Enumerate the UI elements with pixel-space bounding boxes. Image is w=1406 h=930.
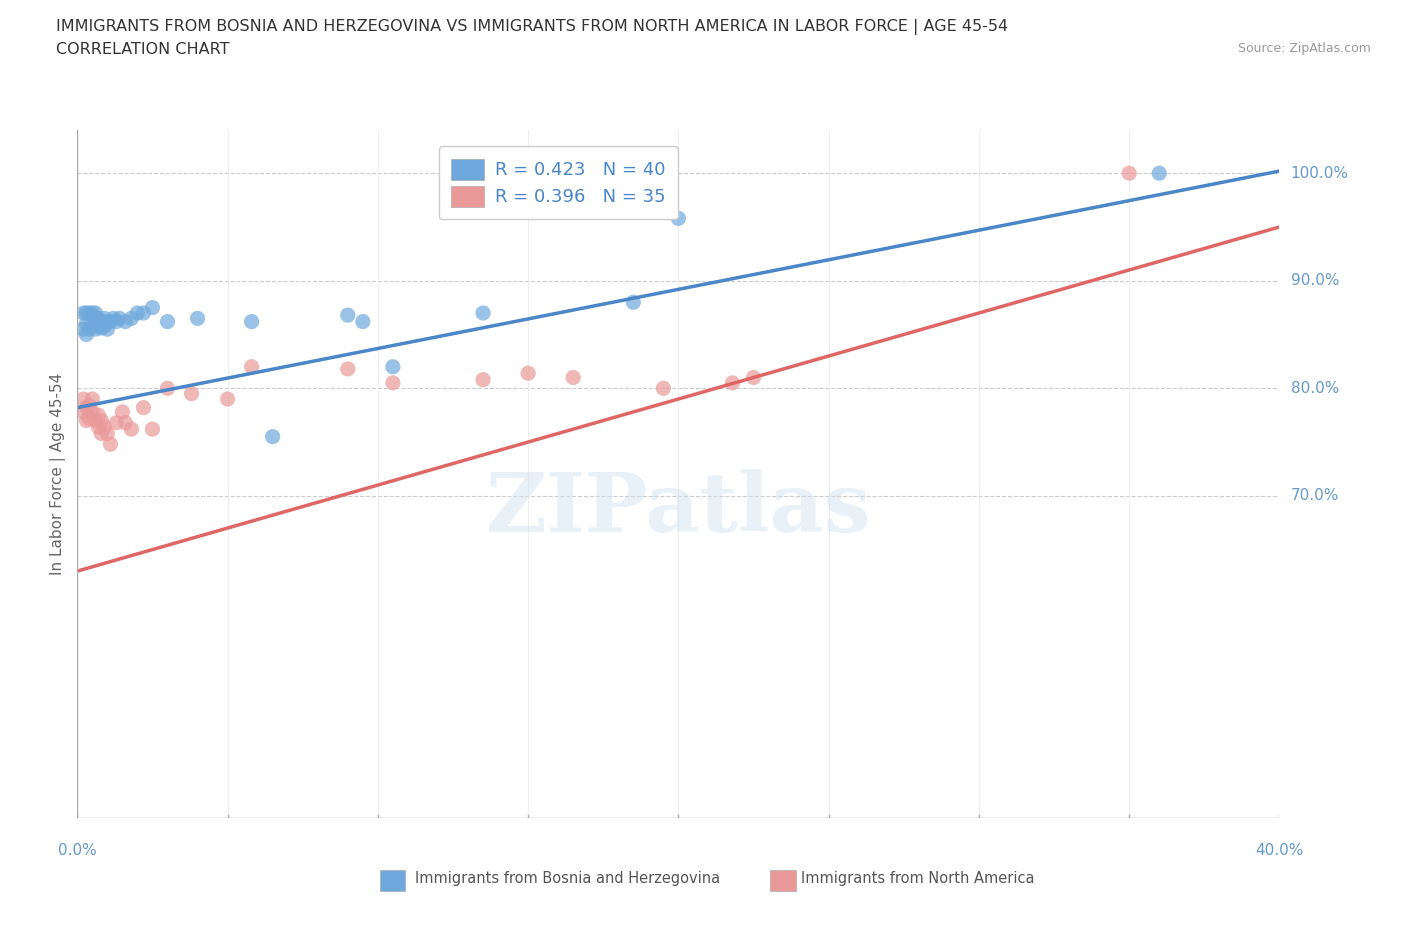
Point: [105, 415, 128, 430]
Point: [108, 311, 131, 325]
Text: ZIPatlas: ZIPatlas: [485, 469, 872, 549]
Point: [75, 306, 97, 321]
Point: [79, 411, 101, 426]
Point: [180, 386, 202, 401]
Point: [96, 426, 118, 441]
Point: [132, 306, 155, 321]
Point: [240, 359, 263, 374]
Point: [75, 316, 97, 331]
Point: [217, 392, 239, 406]
Point: [652, 381, 675, 396]
Point: [75, 400, 97, 415]
Point: [562, 370, 585, 385]
Point: [93, 419, 115, 434]
Point: [472, 372, 495, 387]
Point: [1149, 166, 1171, 180]
Point: [100, 437, 122, 452]
Point: [472, 306, 495, 321]
Point: [336, 308, 359, 323]
Point: [120, 311, 142, 325]
Point: [84, 316, 107, 331]
Point: [82, 306, 104, 321]
Point: [262, 430, 284, 445]
Text: CORRELATION CHART: CORRELATION CHART: [56, 42, 229, 57]
Point: [100, 314, 122, 329]
Point: [111, 405, 134, 419]
Point: [84, 322, 107, 337]
Point: [90, 314, 112, 329]
Point: [96, 314, 118, 329]
Point: [105, 314, 128, 329]
Point: [127, 306, 149, 321]
Point: [517, 365, 540, 380]
Point: [742, 370, 765, 385]
Point: [120, 421, 142, 436]
Point: [75, 413, 97, 428]
Point: [82, 392, 104, 406]
Point: [93, 311, 115, 325]
Point: [156, 381, 179, 396]
Y-axis label: In Labor Force | Age 45-54: In Labor Force | Age 45-54: [51, 373, 66, 576]
Point: [103, 311, 125, 325]
Point: [336, 362, 359, 377]
Text: 70.0%: 70.0%: [1291, 488, 1339, 503]
Point: [87, 311, 110, 325]
Point: [87, 318, 110, 333]
Point: [156, 314, 179, 329]
Point: [90, 413, 112, 428]
Point: [668, 211, 690, 226]
Point: [72, 306, 94, 321]
Point: [186, 311, 209, 325]
Point: [721, 376, 744, 391]
Point: [87, 419, 110, 434]
Text: 100.0%: 100.0%: [1291, 166, 1348, 180]
Point: [621, 295, 644, 310]
Point: [141, 300, 163, 315]
Point: [84, 306, 107, 321]
Point: [84, 413, 107, 428]
Point: [1118, 166, 1140, 180]
Point: [72, 392, 94, 406]
Point: [381, 376, 404, 391]
Point: [79, 398, 101, 413]
Legend: R = 0.423   N = 40, R = 0.396   N = 35: R = 0.423 N = 40, R = 0.396 N = 35: [439, 146, 678, 219]
Text: 40.0%: 40.0%: [1256, 844, 1303, 858]
Text: Immigrants from Bosnia and Herzegovina: Immigrants from Bosnia and Herzegovina: [415, 871, 720, 886]
Point: [79, 322, 101, 337]
Point: [114, 415, 136, 430]
Point: [72, 322, 94, 337]
Point: [114, 314, 136, 329]
Text: Immigrants from North America: Immigrants from North America: [801, 871, 1035, 886]
Point: [87, 407, 110, 422]
Text: IMMIGRANTS FROM BOSNIA AND HERZEGOVINA VS IMMIGRANTS FROM NORTH AMERICA IN LABOR: IMMIGRANTS FROM BOSNIA AND HERZEGOVINA V…: [56, 19, 1008, 34]
Point: [240, 314, 263, 329]
Point: [90, 426, 112, 441]
Point: [381, 359, 404, 374]
Text: 80.0%: 80.0%: [1291, 380, 1339, 396]
Point: [82, 316, 104, 331]
Text: 90.0%: 90.0%: [1291, 273, 1339, 288]
Point: [79, 306, 101, 321]
Point: [132, 400, 155, 415]
Text: Source: ZipAtlas.com: Source: ZipAtlas.com: [1237, 42, 1371, 55]
Point: [82, 405, 104, 419]
Point: [141, 421, 163, 436]
Point: [93, 318, 115, 333]
Point: [72, 405, 94, 419]
Point: [75, 327, 97, 342]
Point: [90, 321, 112, 336]
Point: [96, 322, 118, 337]
Point: [352, 314, 374, 329]
Text: 0.0%: 0.0%: [58, 844, 97, 858]
